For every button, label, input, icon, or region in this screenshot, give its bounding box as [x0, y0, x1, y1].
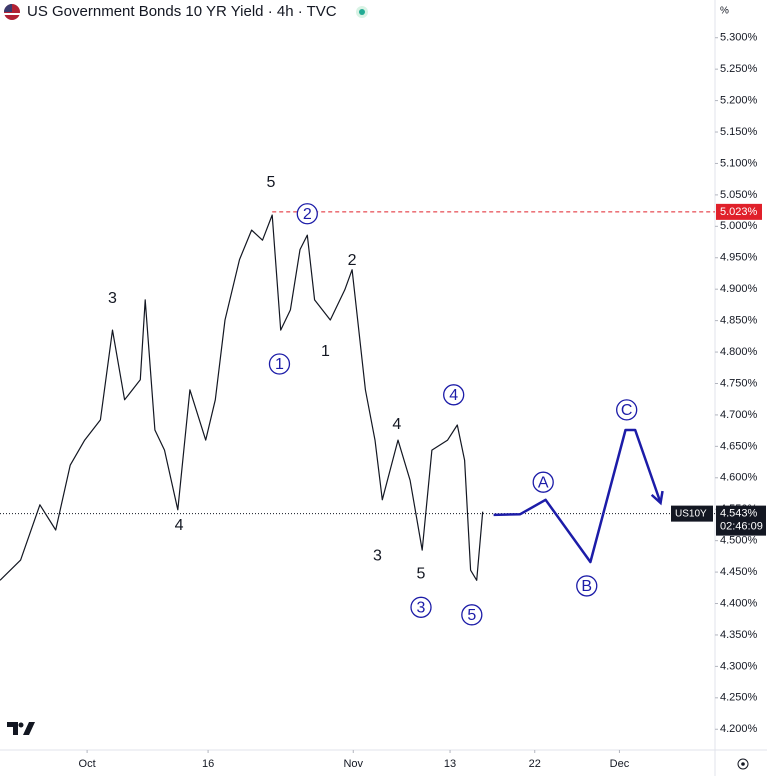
- countdown: 02:46:09: [720, 521, 763, 533]
- last-price-bg: [716, 505, 766, 536]
- y-tick-label: 4.650%: [720, 440, 758, 452]
- price-line: [0, 214, 484, 581]
- y-tick-label: 4.600%: [720, 472, 758, 484]
- wave-label: 5: [267, 174, 276, 191]
- tv-logo: [7, 722, 35, 735]
- x-tick-label: 13: [444, 758, 456, 770]
- y-tick-label: 4.400%: [720, 597, 758, 609]
- y-tick-label: 4.700%: [720, 409, 758, 421]
- reference-label: 5.023%: [720, 206, 758, 218]
- chart-title: US Government Bonds 10 YR Yield · 4h · T…: [27, 3, 337, 20]
- y-tick-label: 4.950%: [720, 252, 758, 264]
- y-tick-label: 4.350%: [720, 629, 758, 641]
- wave-label: 3: [373, 547, 382, 564]
- wave-circle: [296, 203, 318, 225]
- y-tick-label: 5.100%: [720, 157, 758, 169]
- wave-label: 5: [467, 607, 476, 624]
- wave-label: 1: [321, 343, 330, 360]
- symbol-tag-bg: [671, 505, 713, 522]
- x-tick-label: Dec: [610, 758, 630, 770]
- x-tick-label: 22: [529, 758, 541, 770]
- y-tick-label: 5.250%: [720, 63, 758, 75]
- x-tick-label: Oct: [79, 758, 96, 770]
- y-tick-label: 5.000%: [720, 220, 758, 232]
- reference-label-bg: [716, 203, 762, 220]
- wave-circle: [410, 596, 432, 618]
- y-tick-label: 4.250%: [720, 692, 758, 704]
- y-tick-label: 4.750%: [720, 377, 758, 389]
- y-tick-label: 4.200%: [720, 723, 758, 735]
- y-tick-label: 5.200%: [720, 94, 758, 106]
- y-tick-label: 4.500%: [720, 535, 758, 547]
- wave-label: 1: [275, 356, 284, 373]
- wave-circle: [532, 471, 554, 493]
- settings-icon[interactable]: [737, 758, 749, 770]
- symbol-tag: US10Y: [675, 508, 707, 519]
- wave-label: 3: [108, 290, 117, 307]
- y-tick-label: 5.150%: [720, 126, 758, 138]
- y-tick-label: 4.300%: [720, 660, 758, 672]
- wave-label: 4: [175, 517, 184, 534]
- wave-label: 4: [392, 416, 401, 433]
- wave-label: C: [621, 402, 633, 419]
- unit-label: %: [720, 6, 729, 17]
- projection-line: [493, 428, 662, 564]
- wave-circle: [576, 575, 598, 597]
- wave-circle: [268, 353, 291, 375]
- wave-circle: [461, 604, 483, 626]
- wave-circle: [616, 399, 638, 421]
- y-tick-label: 4.450%: [720, 566, 758, 578]
- y-tick-label: 5.300%: [720, 32, 758, 44]
- y-tick-label: 5.050%: [720, 189, 758, 201]
- wave-label: 2: [303, 206, 312, 223]
- x-tick-label: Nov: [343, 758, 363, 770]
- flag-icon: [4, 4, 20, 20]
- wave-circle: [443, 384, 465, 406]
- x-tick-label: 16: [202, 758, 214, 770]
- wave-label: A: [538, 474, 549, 491]
- y-tick-label: 4.850%: [720, 315, 758, 327]
- last-price-label: 4.543%: [720, 508, 758, 520]
- wave-label: 4: [449, 387, 458, 404]
- status-dot: [359, 9, 365, 15]
- wave-label: B: [581, 578, 592, 595]
- y-tick-label: 4.900%: [720, 283, 758, 295]
- wave-label: 3: [417, 600, 426, 617]
- y-tick-label: 4.800%: [720, 346, 758, 358]
- projection-arrow: [650, 490, 664, 506]
- wave-label: 5: [417, 566, 426, 583]
- wave-label: 2: [348, 252, 357, 269]
